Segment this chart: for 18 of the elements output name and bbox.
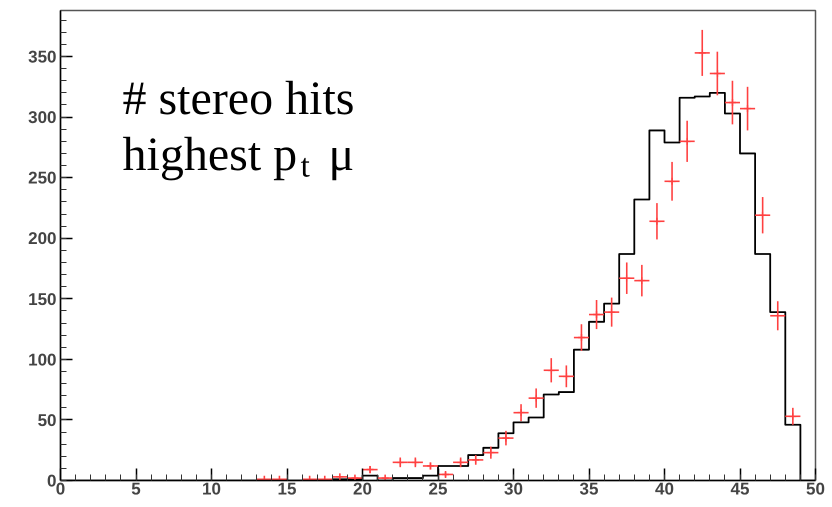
x-tick-label: 50: [806, 480, 825, 498]
annotation: # stereo hits: [122, 72, 354, 125]
x-tick-label: 45: [730, 480, 750, 498]
x-tick-label: 30: [504, 480, 523, 498]
x-tick-label: 10: [202, 480, 221, 498]
y-tick-label: 250: [28, 168, 57, 188]
y-tick-label: 350: [28, 48, 57, 67]
x-tick-label: 25: [428, 480, 448, 498]
x-tick-label: 40: [655, 480, 674, 498]
y-tick-label: 150: [28, 290, 57, 309]
x-tick-label: 5: [131, 480, 141, 498]
y-tick-label: 100: [28, 350, 57, 370]
y-tick-label: 300: [28, 108, 57, 128]
y-tick-label: 50: [38, 410, 57, 430]
y-tick-label: 200: [28, 229, 57, 248]
x-tick-label: 20: [353, 480, 372, 498]
x-tick-label: 35: [580, 480, 598, 498]
x-tick-label: 15: [278, 480, 296, 498]
